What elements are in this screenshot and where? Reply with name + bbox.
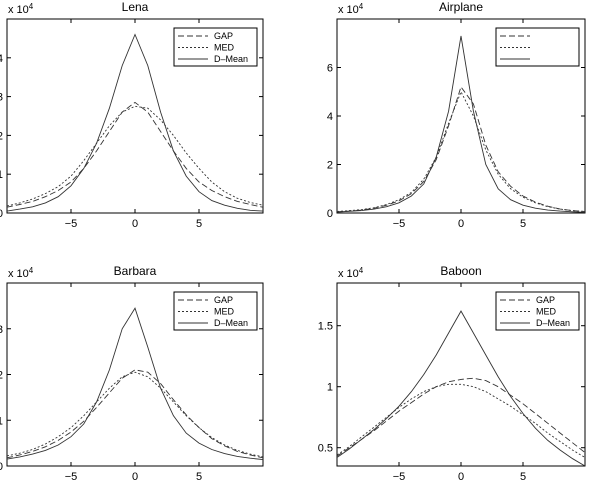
x-tick-label: 5 [520, 218, 526, 230]
series-line-solid [337, 35, 585, 213]
series-line-dotted [7, 105, 263, 207]
legend [495, 27, 580, 67]
y-tick-label: 2 [327, 160, 333, 172]
legend-label: MED [536, 307, 557, 317]
y-tick-label: 4 [0, 53, 3, 65]
axis-multiplier: x 104 [8, 266, 34, 280]
x-tick-label: −5 [65, 471, 78, 483]
y-tick-label: 2 [0, 370, 3, 382]
chart-title: Lena [122, 0, 149, 14]
x-tick-label: 0 [458, 218, 464, 230]
legend-label: GAP [536, 295, 555, 305]
x-tick-label: 0 [132, 218, 138, 230]
y-tick-label: 0 [327, 208, 333, 220]
legend-label: D–Mean [536, 318, 570, 328]
legend-label: D–Mean [214, 54, 248, 64]
x-tick-label: 5 [196, 218, 202, 230]
axis-multiplier: x 104 [8, 2, 34, 16]
series-line-dotted [337, 383, 585, 458]
series-line-solid [7, 33, 263, 212]
x-tick-label: 5 [196, 471, 202, 483]
x-tick-label: 5 [520, 471, 526, 483]
legend-label: GAP [214, 295, 233, 305]
x-tick-label: −5 [65, 218, 78, 230]
x-tick-label: 0 [132, 471, 138, 483]
y-tick-label: 0 [0, 461, 3, 473]
x-tick-label: 0 [458, 471, 464, 483]
y-tick-label: 0.5 [318, 443, 333, 455]
series-line-dashed [337, 377, 585, 457]
y-tick-label: 0 [0, 208, 3, 220]
x-tick-label: −5 [393, 218, 406, 230]
y-tick-label: 3 [0, 92, 3, 104]
x-tick-label: −5 [393, 471, 406, 483]
y-tick-label: 3 [0, 324, 3, 336]
series-line-dashed [7, 369, 263, 459]
y-tick-label: 2 [0, 130, 3, 142]
series-line-dashed [337, 85, 585, 213]
chart-title: Airplane [439, 0, 483, 14]
y-tick-label: 1 [0, 415, 3, 427]
legend-label: MED [214, 307, 235, 317]
y-tick-label: 4 [327, 111, 333, 123]
y-tick-label: 1.5 [318, 321, 333, 333]
y-tick-label: 1 [327, 382, 333, 394]
series-line-solid [7, 307, 263, 461]
axis-multiplier: x 104 [338, 2, 364, 16]
series-line-solid [337, 310, 585, 466]
legend-label: MED [214, 43, 235, 53]
legend-label: D–Mean [214, 318, 248, 328]
series-line-dotted [337, 90, 585, 212]
y-tick-label: 6 [327, 63, 333, 75]
axis-multiplier: x 104 [338, 266, 364, 280]
chart-title: Baboon [440, 264, 481, 278]
series-line-dotted [7, 371, 263, 458]
y-tick-label: 1 [0, 169, 3, 181]
legend-label: GAP [214, 31, 233, 41]
chart-title: Barbara [114, 264, 157, 278]
series-line-dashed [7, 101, 263, 208]
chart-panel-airplane: Airplane x 104 −5 0 5 0 2 4 6 [327, 0, 586, 230]
